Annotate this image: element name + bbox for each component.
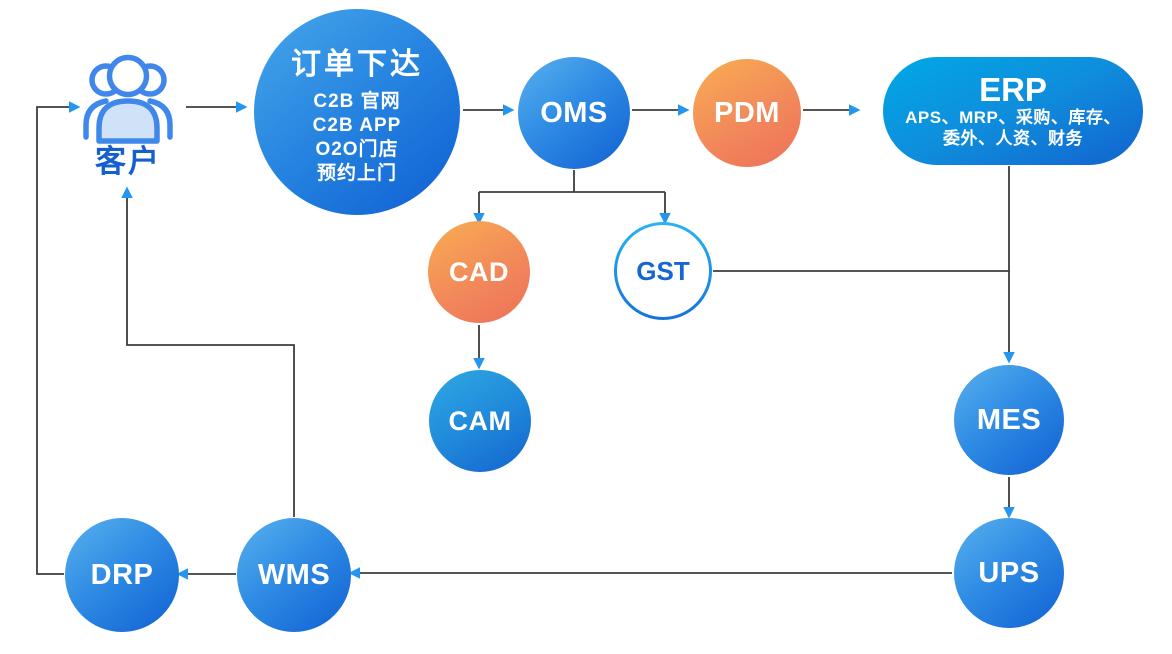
node-erp: ERP APS、MRP、采购、库存、 委外、人资、财务: [883, 57, 1143, 165]
node-oms-label: OMS: [540, 96, 608, 129]
order-channel-c2b-app: C2B APP: [312, 114, 402, 136]
node-order-placement: 订单下达 C2B 官网 C2B APP O2O门店 预约上门: [254, 9, 460, 215]
node-drp: DRP: [65, 518, 179, 632]
node-mes-label: MES: [976, 403, 1042, 436]
order-channel-c2b-web: C2B 官网: [313, 90, 401, 112]
node-cam: CAM: [429, 370, 531, 472]
node-ups-label: UPS: [978, 556, 1040, 589]
node-cad-label: CAD: [449, 256, 509, 287]
node-gst-label: GST: [636, 255, 690, 286]
node-cad: CAD: [428, 221, 530, 323]
node-ups: UPS: [954, 518, 1064, 628]
customer-label: 客户: [95, 144, 161, 179]
node-erp-modules-line1: APS、MRP、采购、库存、: [905, 108, 1121, 127]
node-gst: GST: [614, 222, 712, 320]
edge-wms-customer: [121, 186, 295, 517]
node-erp-title: ERP: [979, 71, 1047, 108]
node-pdm-label: PDM: [714, 96, 780, 129]
node-cam-label: CAM: [448, 405, 512, 436]
node-mes: MES: [954, 365, 1064, 475]
order-channel-appointment: 预约上门: [316, 162, 397, 184]
order-title: 订单下达: [291, 47, 423, 81]
node-drp-label: DRP: [90, 558, 154, 591]
node-erp-modules-line2: 委外、人资、财务: [943, 129, 1083, 148]
order-channel-o2o-store: O2O门店: [315, 138, 399, 160]
edge-drp-customer: [36, 101, 81, 575]
node-oms: OMS: [518, 57, 630, 169]
node-wms-label: WMS: [257, 558, 331, 591]
customers-group-icon: [83, 54, 173, 144]
node-wms: WMS: [237, 518, 351, 632]
node-pdm: PDM: [693, 59, 801, 167]
